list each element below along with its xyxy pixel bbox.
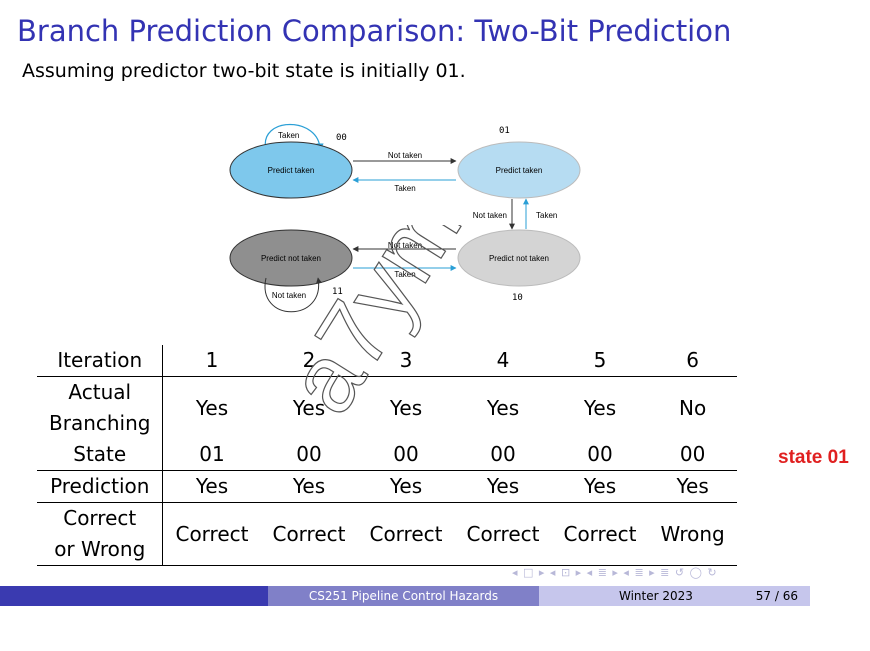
- state-10-node: [457, 229, 581, 287]
- table-row-result: Correct or Wrong Correct Correct Correct…: [37, 502, 737, 566]
- table-cell: Yes: [454, 470, 552, 503]
- edge-label-11-10: Not taken: [388, 241, 422, 250]
- table-cell: Yes: [583, 395, 617, 420]
- table-cell: 00: [260, 439, 358, 471]
- table-cell: 01: [162, 439, 261, 471]
- table-cell: Yes: [162, 470, 261, 503]
- row-header-prediction: Prediction: [37, 470, 164, 503]
- state-11-code: 11: [332, 287, 343, 297]
- state-01-label: Predict taken: [496, 166, 543, 175]
- state-00-code: 00: [336, 133, 347, 143]
- table-cell: 4: [454, 345, 552, 377]
- iteration-table: Iteration 1 2 3 4 5 6 Actual Branching Y…: [37, 345, 737, 566]
- table-cell: Wrong: [648, 502, 737, 566]
- table-row-iteration: Iteration 1 2 3 4 5 6: [37, 345, 737, 377]
- table-cell: Yes: [486, 395, 520, 420]
- row-header-state: State: [37, 439, 164, 471]
- row-header-result-line1: Correct: [63, 506, 137, 530]
- table-cell: 00: [648, 439, 737, 471]
- table-cell: Correct: [454, 502, 552, 566]
- table-cell: 2: [260, 345, 358, 377]
- state-10-label: Predict not taken: [489, 254, 549, 263]
- table-cell: Correct: [357, 502, 455, 566]
- state-00-node: [229, 141, 353, 199]
- row-header-actual: Actual Branching: [37, 376, 164, 439]
- footer-date: Winter 2023: [619, 589, 693, 603]
- row-header-iteration: Iteration: [37, 345, 164, 377]
- row-header-result-line2: or Wrong: [54, 537, 146, 561]
- table-cell: 3: [357, 345, 455, 377]
- table-cell: Yes: [292, 395, 326, 420]
- edge-label-10-11: Taken: [394, 270, 415, 279]
- table-cell: Yes: [357, 470, 455, 503]
- table-row-actual: Actual Branching Yes Yes Yes Yes Yes No: [37, 376, 737, 439]
- table-cell: 6: [648, 345, 737, 377]
- table-cell: Yes: [648, 470, 737, 503]
- footer-left-bar: [0, 586, 268, 606]
- row-header-actual-line1: Actual: [68, 380, 132, 404]
- table-cell: No: [679, 395, 707, 420]
- state-annotation: state 01: [778, 447, 849, 468]
- self-loop-11: [264, 277, 322, 313]
- state-10-code: 10: [512, 293, 523, 303]
- state-00-label: Predict taken: [268, 166, 315, 175]
- table-cell: Yes: [195, 395, 229, 420]
- table-cell: 1: [162, 345, 261, 377]
- state-01-code: 01: [499, 126, 510, 136]
- table-cell: Correct: [551, 502, 649, 566]
- beamer-navigation-icons[interactable]: ◂ □ ▸ ◂ ⊡ ▸ ◂ ≣ ▸ ◂ ≣ ▸ ≣ ↺ ◯ ↻: [512, 566, 718, 579]
- edge-label-self-11: Not taken: [272, 291, 306, 300]
- edge-label-01-00: Taken: [394, 184, 415, 193]
- table-cell: 5: [551, 345, 649, 377]
- state-11-node: [229, 229, 353, 287]
- slide-footer: CS251 Pipeline Control Hazards Winter 20…: [0, 586, 810, 606]
- self-loop-00: [264, 123, 324, 151]
- state-diagram: Taken Predict taken 00 Predict taken 01 …: [229, 123, 581, 313]
- table-cell: 00: [454, 439, 552, 471]
- edge-label-self-00: Taken: [278, 131, 299, 140]
- edge-label-01-10: Not taken: [473, 211, 507, 220]
- footer-right: Winter 2023 57 / 66: [539, 586, 810, 606]
- state-01-node: [457, 141, 581, 199]
- slide-subtitle: Assuming predictor two-bit state is init…: [22, 60, 466, 82]
- slide: Branch Prediction Comparison: Two-Bit Pr…: [0, 14, 810, 606]
- row-header-actual-line2: Branching: [49, 411, 151, 435]
- page-number: 57 / 66: [755, 589, 798, 603]
- row-header-result: Correct or Wrong: [37, 502, 164, 566]
- edge-label-00-01: Not taken: [388, 151, 422, 160]
- table-row-state: State 01 00 00 00 00 00: [37, 439, 737, 471]
- table-row-prediction: Prediction Yes Yes Yes Yes Yes Yes: [37, 470, 737, 503]
- table-cell: Yes: [551, 470, 649, 503]
- table-cell: 00: [551, 439, 649, 471]
- edge-label-10-01: Taken: [536, 211, 557, 220]
- state-11-label: Predict not taken: [261, 254, 321, 263]
- table-cell: 00: [357, 439, 455, 471]
- footer-course: CS251 Pipeline Control Hazards: [268, 586, 539, 606]
- table-cell: Correct: [162, 502, 261, 566]
- slide-title: Branch Prediction Comparison: Two-Bit Pr…: [17, 14, 732, 48]
- table-cell: Yes: [389, 395, 423, 420]
- table-cell: Yes: [260, 470, 358, 503]
- table-cell: Correct: [260, 502, 358, 566]
